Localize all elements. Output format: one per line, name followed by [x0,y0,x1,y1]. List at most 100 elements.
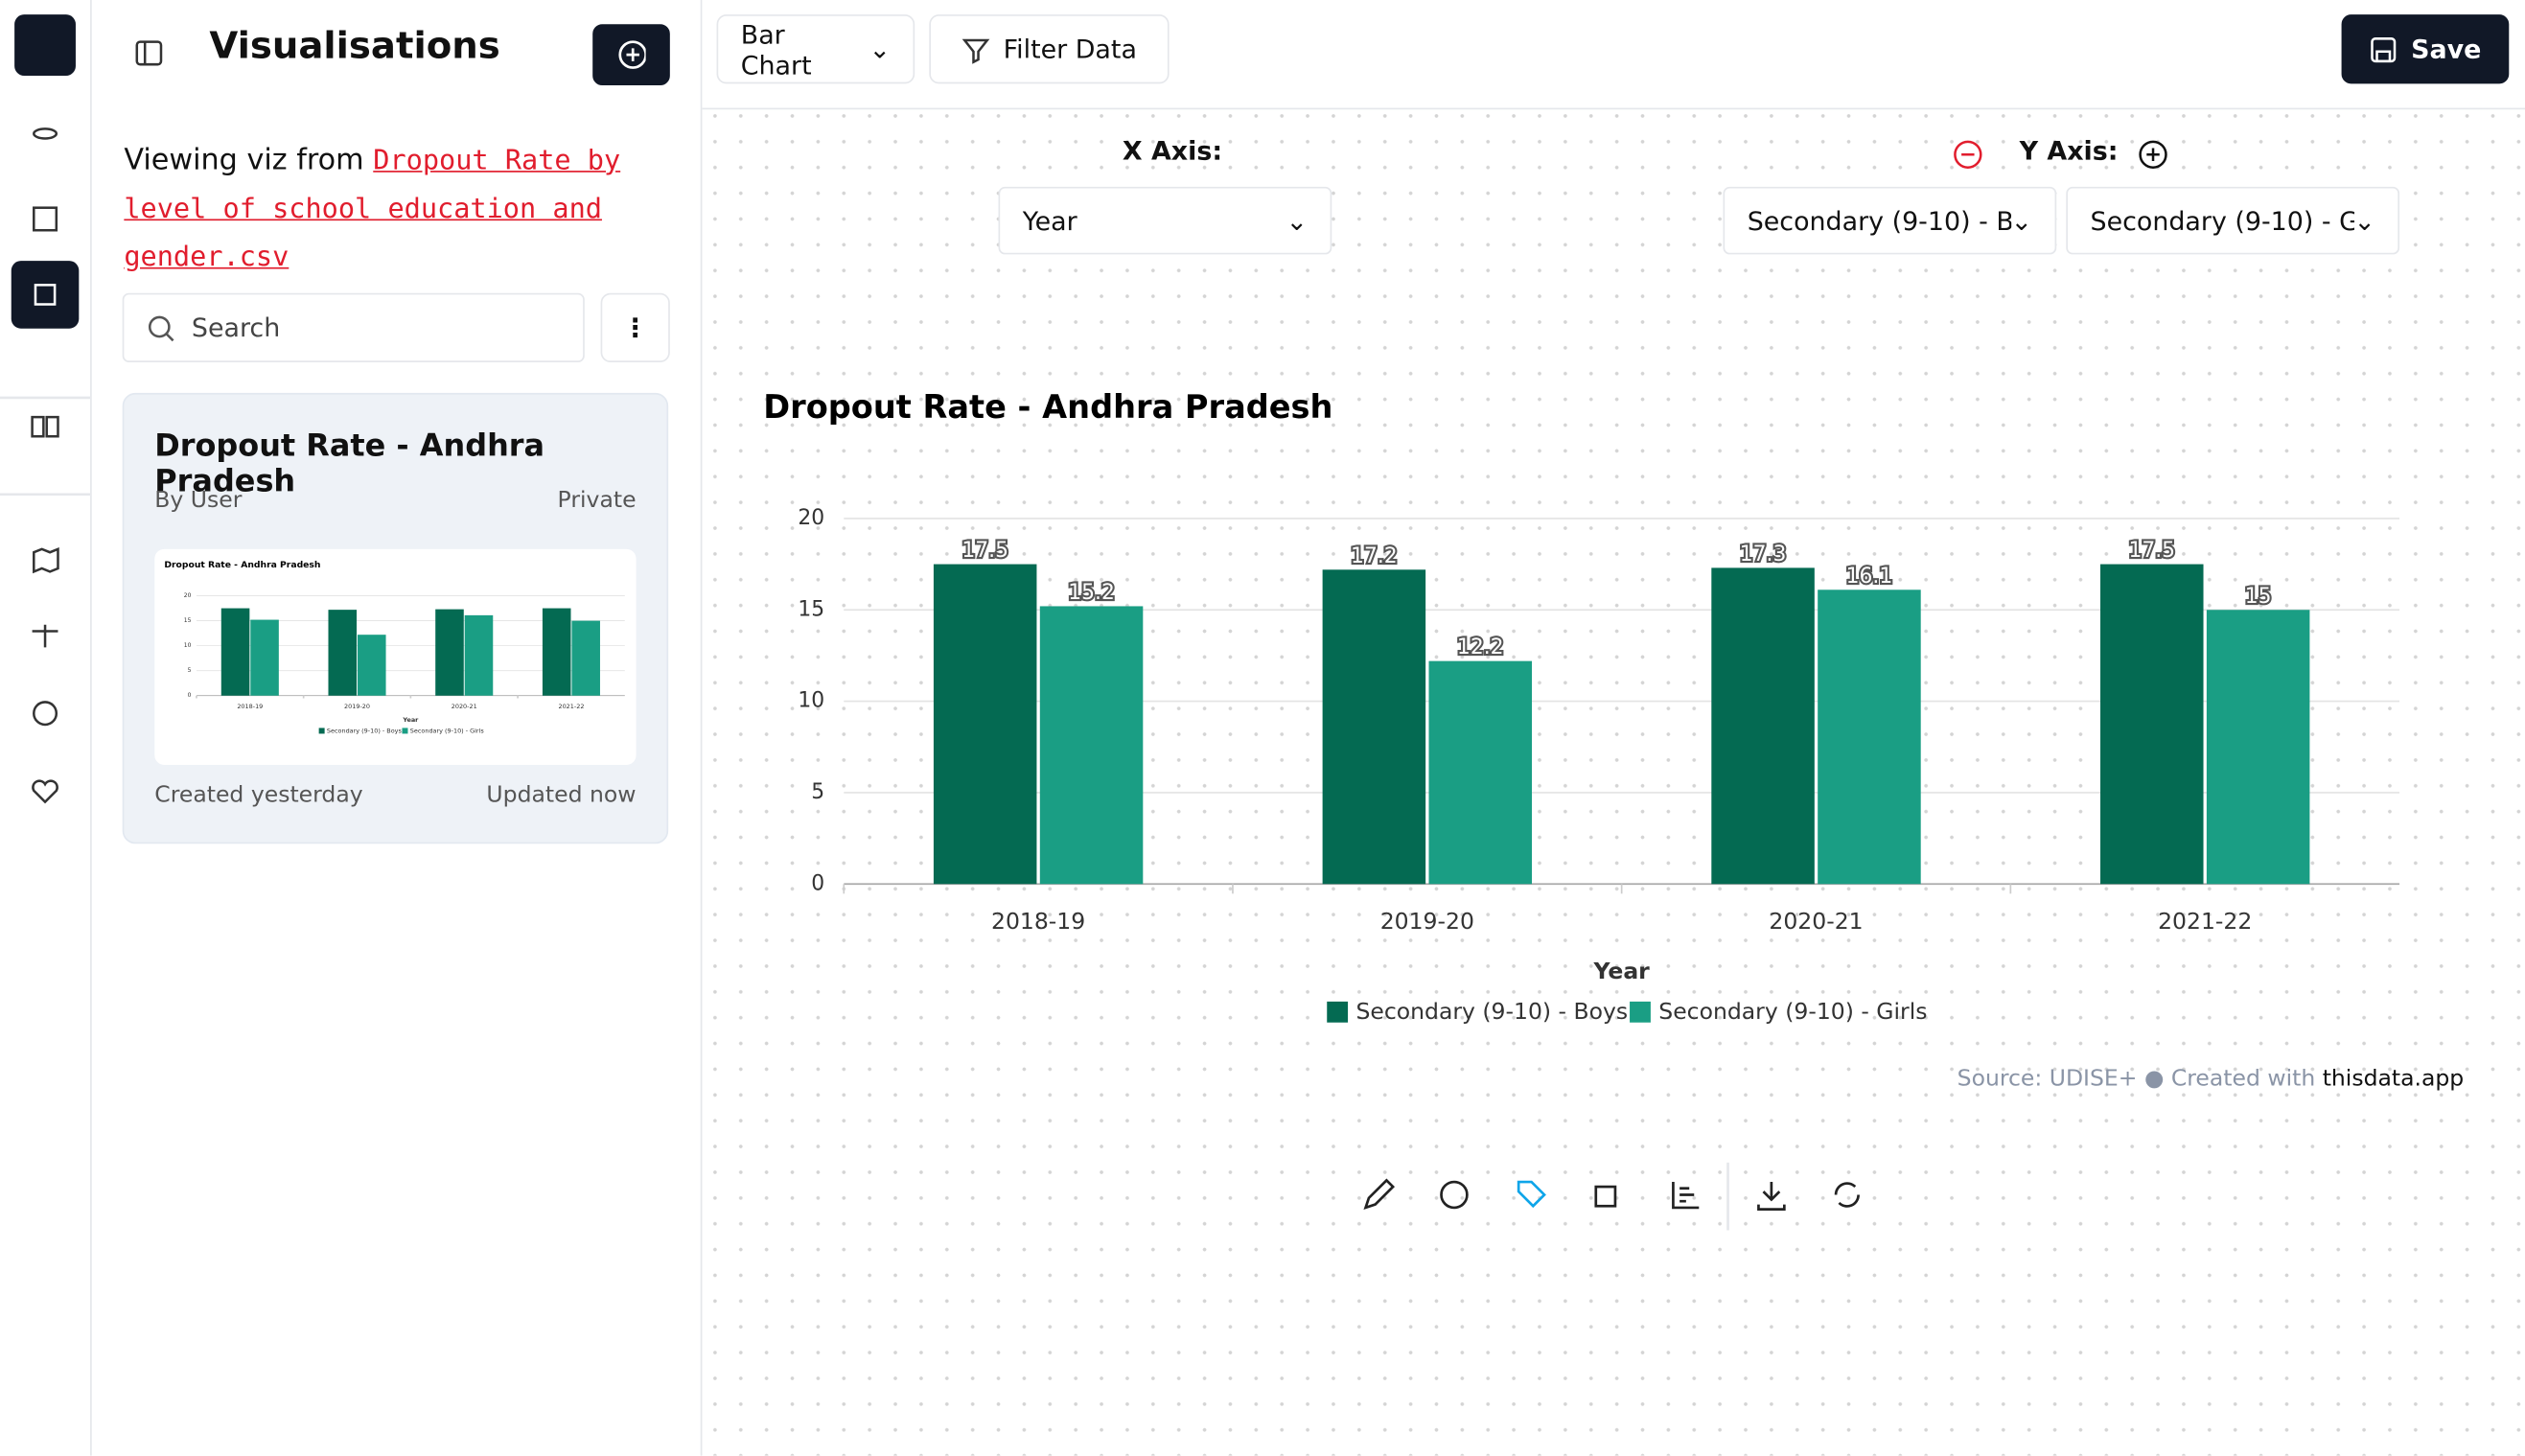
add-y[interactable] [2137,138,2169,171]
data-label: 15.2 [1068,581,1115,605]
y-tick-label: 10 [184,642,192,649]
y-tick-label: 10 [798,689,824,713]
x-axis-title: Year [1593,958,1651,984]
viewing-prefix: Viewing viz from [124,143,364,177]
card-updated: Updated now [486,782,637,809]
y-axis-select[interactable]: Secondary (9-10) - Boys⌄ [1723,186,2057,255]
bar [435,609,464,696]
remove-y[interactable] [1952,138,1984,171]
x-axis-value: Year [1022,205,1077,237]
toggle-icon[interactable] [135,38,164,67]
viz-card[interactable]: Dropout Rate - Andhra Pradesh By User Pr… [122,392,669,844]
data-label: 17.5 [961,539,1008,563]
x-tick-label: 2018-19 [237,703,263,710]
chart-type-select[interactable]: Bar Chart ⌄ [716,14,915,84]
y-tick-label: 5 [188,667,192,674]
legend-label: Secondary (9-10) - Girls [1658,998,1927,1025]
bar [357,635,386,696]
x-axis-title: Year [402,716,419,724]
x-axis-select[interactable]: Year ⌄ [998,186,1332,255]
tool-axes[interactable] [1672,1182,1700,1210]
y-tick-label: 20 [184,592,192,599]
y-axis-select[interactable]: Secondary (9-10) - Girls⌄ [2066,186,2400,255]
legend-swatch [1630,1001,1651,1023]
icon-chart[interactable] [34,284,57,306]
bar [1428,660,1533,885]
bar [464,614,494,696]
nav-active[interactable] [11,261,80,329]
nav-icons [0,127,91,804]
search-placeholder: Search [191,312,281,343]
bar [2100,564,2204,885]
source-text: Source: UDISE+ ● Created with [1957,1064,2316,1091]
card-visibility: Private [557,488,637,514]
icon-book[interactable] [31,415,59,438]
icon-scale[interactable] [32,624,58,648]
bar [2206,610,2310,885]
tool-palette[interactable] [1440,1180,1469,1210]
chart-type: Bar Chart [740,18,812,81]
tool-label[interactable] [1517,1180,1546,1209]
icon-db[interactable] [33,127,58,140]
tool-edit[interactable] [1363,1178,1396,1211]
chart-title: Dropout Rate - Andhra Pradesh [164,560,320,570]
legend-label: Secondary (9-10) - Girls [410,728,485,735]
chart: Dropout Rate - Andhra Pradesh 0 5 10 15 20 201… [763,388,2465,1091]
bar [328,610,358,696]
legend-label: Secondary (9-10) - Boys [327,728,403,735]
panel-title: Visualisations [209,25,500,68]
icon-table[interactable] [33,206,58,232]
x-tick-label: 2021-22 [2158,908,2252,935]
bar [1711,567,1815,885]
y-tick-label: 15 [798,597,824,621]
search-box[interactable]: Search [122,292,585,362]
x-tick-label: 2019-20 [1380,908,1474,935]
bar [220,608,250,696]
bar [1322,569,1426,885]
legend-swatch [318,728,325,734]
viewing-text: Viewing viz from Dropout Rate by level o… [124,137,639,282]
data-label: 17.2 [1351,544,1398,568]
dataset-link[interactable]: Dropout Rate by level of school educatio… [124,145,621,274]
tool-download[interactable] [1757,1182,1786,1211]
add-button[interactable] [592,24,670,86]
legend-swatch [402,728,408,734]
side-panel: Visualisations Viewing viz from Dropout … [92,0,703,1456]
tool-refresh[interactable] [1834,1182,1860,1208]
y-tick-label: 0 [811,871,824,895]
y-axis-value: Secondary (9-10) - Girls [2090,205,2354,237]
tool-icons [1363,1162,1860,1231]
data-label: 16.1 [1846,565,1893,589]
data-label: 17.3 [1740,543,1787,566]
save-button[interactable]: Save [2341,14,2510,84]
data-label: 12.2 [1457,636,1504,659]
tool-widgets[interactable] [1594,1185,1617,1208]
thumbnail: Dropout Rate - Andhra Pradesh 0 5 10 15 20 201… [154,548,637,765]
bar [933,564,1037,885]
nav-rail [0,0,92,1456]
y-tick-label: 20 [798,506,824,530]
y-axis-value: Secondary (9-10) - Boys [1747,205,2011,237]
bar [542,608,571,696]
filter-button[interactable]: Filter Data [929,14,1170,84]
card-created: Created yesterday [154,782,363,809]
icon-heart[interactable] [32,779,58,804]
x-tick-label: 2019-20 [344,703,370,710]
x-axis-label: X Axis: [1122,135,1223,167]
icon-cookie[interactable] [33,701,58,727]
toolbar: Bar Chart ⌄ Filter Data Save [702,0,2525,110]
source-note: Source: UDISE+ ● Created with thisdata.a… [1957,1064,2465,1091]
legend-swatch [1327,1001,1349,1023]
icon-map[interactable] [33,546,59,574]
x-tick-label: 2020-21 [1769,908,1863,935]
more-button[interactable]: ⋮ [600,292,670,362]
source-link[interactable]: thisdata.app [2323,1064,2465,1091]
x-tick-label: 2020-21 [452,703,477,710]
data-label: 15 [2245,585,2272,609]
bar [250,619,279,696]
y-tick-label: 15 [184,617,192,624]
logo[interactable] [14,14,76,76]
bar [1039,606,1144,885]
bar [1818,589,1921,885]
